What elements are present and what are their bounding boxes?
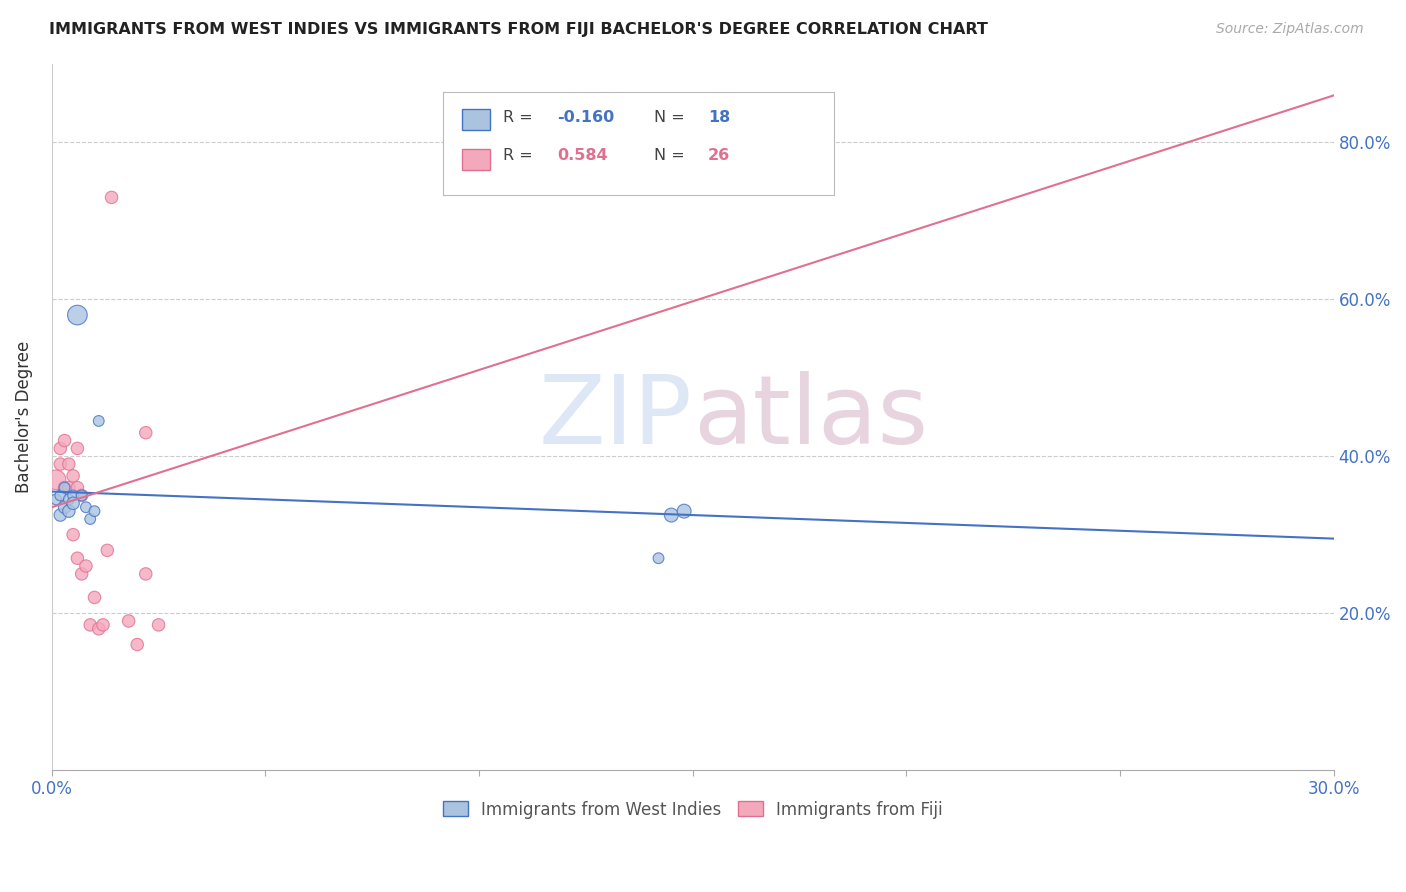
Point	[49, 442, 72, 456]
Point	[647, 551, 669, 566]
Point	[62, 468, 84, 483]
Point	[53, 434, 76, 448]
Point	[45, 473, 67, 487]
Point	[62, 488, 84, 502]
Point	[70, 566, 93, 581]
Point	[135, 566, 157, 581]
Text: Source: ZipAtlas.com: Source: ZipAtlas.com	[1216, 22, 1364, 37]
Point	[53, 500, 76, 515]
Point	[66, 308, 89, 322]
Text: N =: N =	[654, 148, 690, 163]
Point	[45, 492, 67, 507]
Point	[135, 425, 157, 440]
Point	[70, 488, 93, 502]
Point	[49, 488, 72, 502]
Point	[62, 527, 84, 541]
Point	[83, 504, 105, 518]
Point	[66, 481, 89, 495]
Text: R =: R =	[503, 110, 538, 125]
Point	[58, 481, 80, 495]
Point	[49, 457, 72, 471]
Text: 18: 18	[709, 110, 730, 125]
Point	[75, 500, 97, 515]
Text: -0.160: -0.160	[557, 110, 614, 125]
Point	[58, 457, 80, 471]
Point	[62, 496, 84, 510]
Point	[70, 488, 93, 502]
Point	[96, 543, 118, 558]
Point	[53, 481, 76, 495]
Point	[79, 512, 101, 526]
Point	[66, 442, 89, 456]
Point	[127, 638, 149, 652]
Legend: Immigrants from West Indies, Immigrants from Fiji: Immigrants from West Indies, Immigrants …	[436, 794, 949, 825]
Text: atlas: atlas	[693, 370, 928, 464]
Point	[79, 618, 101, 632]
Point	[49, 508, 72, 522]
Text: R =: R =	[503, 148, 538, 163]
Text: IMMIGRANTS FROM WEST INDIES VS IMMIGRANTS FROM FIJI BACHELOR'S DEGREE CORRELATIO: IMMIGRANTS FROM WEST INDIES VS IMMIGRANT…	[49, 22, 988, 37]
Point	[87, 622, 110, 636]
Text: 0.584: 0.584	[557, 148, 607, 163]
Point	[53, 481, 76, 495]
Point	[87, 414, 110, 428]
Point	[75, 559, 97, 574]
Point	[659, 508, 682, 522]
Point	[66, 551, 89, 566]
Point	[91, 618, 114, 632]
FancyBboxPatch shape	[463, 149, 491, 170]
Point	[118, 614, 141, 628]
Y-axis label: Bachelor's Degree: Bachelor's Degree	[15, 341, 32, 493]
Text: ZIP: ZIP	[538, 370, 693, 464]
Point	[100, 190, 122, 204]
Point	[58, 492, 80, 507]
FancyBboxPatch shape	[443, 92, 834, 194]
FancyBboxPatch shape	[463, 109, 491, 129]
Point	[83, 591, 105, 605]
Point	[148, 618, 170, 632]
Text: 26: 26	[709, 148, 730, 163]
Text: N =: N =	[654, 110, 690, 125]
Point	[673, 504, 696, 518]
Point	[58, 504, 80, 518]
